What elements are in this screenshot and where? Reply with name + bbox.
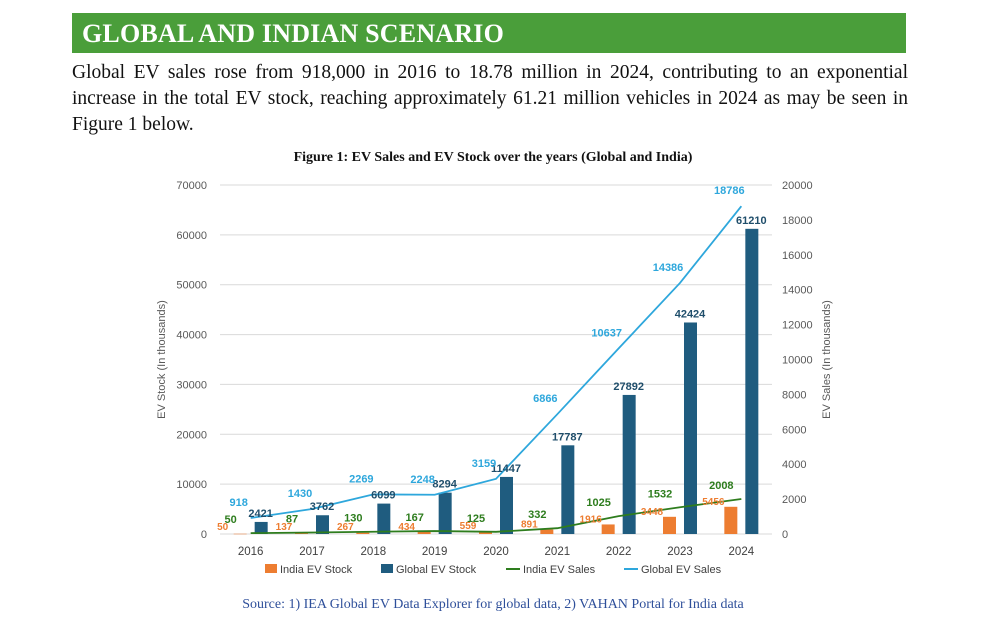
data-label-india-sales: 1025 xyxy=(586,497,610,509)
data-label-global-sales: 18786 xyxy=(714,185,745,197)
data-label-india-sales: 2008 xyxy=(709,480,733,492)
data-label-global-sales: 1430 xyxy=(288,488,312,500)
bar-global-stock xyxy=(561,445,575,534)
bar-india-stock xyxy=(233,533,247,535)
y2-tick-label: 14000 xyxy=(782,285,813,297)
legend-label: India EV Sales xyxy=(523,564,596,576)
data-label-global-stock: 17787 xyxy=(552,431,583,443)
bar-global-stock xyxy=(622,394,636,534)
bar-global-stock xyxy=(316,515,329,534)
x-tick-label: 2017 xyxy=(299,546,325,558)
y-axis-label: EV Stock (In thousands) xyxy=(156,300,168,419)
data-label-india-stock: 50 xyxy=(217,522,229,533)
data-label-global-stock: 2421 xyxy=(248,508,272,520)
bar-india-stock xyxy=(356,532,370,534)
x-tick-label: 2019 xyxy=(422,546,448,558)
bar-global-stock xyxy=(745,228,759,534)
data-label-global-stock: 3762 xyxy=(310,501,334,513)
y2-tick-label: 16000 xyxy=(782,250,813,262)
data-label-global-stock: 27892 xyxy=(613,381,644,393)
bar-india-stock xyxy=(724,506,738,534)
legend-label: India EV Stock xyxy=(280,564,353,576)
bar-india-stock xyxy=(417,531,431,534)
bar-india-stock xyxy=(601,524,615,534)
y-tick-label: 20000 xyxy=(176,429,207,441)
y2-tick-label: 20000 xyxy=(782,180,813,192)
data-label-india-sales: 87 xyxy=(286,513,298,525)
data-label-global-stock: 61210 xyxy=(736,215,767,227)
x-tick-label: 2018 xyxy=(361,546,387,558)
y-tick-label: 0 xyxy=(201,529,207,541)
x-tick-label: 2020 xyxy=(483,546,509,558)
figure-title: Figure 1: EV Sales and EV Stock over the… xyxy=(293,150,693,165)
data-label-india-sales: 50 xyxy=(225,514,237,526)
legend-swatch xyxy=(381,564,393,573)
data-label-global-stock: 8294 xyxy=(432,479,457,491)
y2-tick-label: 18000 xyxy=(782,215,813,227)
line-india-sales xyxy=(250,498,742,535)
bar-india-stock xyxy=(479,531,492,534)
data-label-india-stock: 137 xyxy=(276,522,293,533)
data-label-india-stock: 3448 xyxy=(641,507,664,518)
line-global-sales xyxy=(250,205,743,519)
y2-tick-label: 8000 xyxy=(782,389,806,401)
x-tick-label: 2023 xyxy=(667,546,693,558)
y-tick-label: 10000 xyxy=(176,479,207,491)
data-label-india-stock: 891 xyxy=(521,520,538,531)
y-tick-label: 70000 xyxy=(176,180,207,192)
y-tick-label: 30000 xyxy=(176,379,207,391)
y2-tick-label: 10000 xyxy=(782,355,813,367)
y-tick-label: 40000 xyxy=(176,330,207,342)
y2-tick-label: 2000 xyxy=(782,494,806,506)
y2-tick-label: 0 xyxy=(782,529,788,541)
y2-tick-label: 4000 xyxy=(782,459,806,471)
bar-global-stock xyxy=(684,322,697,534)
data-label-global-sales: 10637 xyxy=(591,327,622,339)
data-label-global-sales: 14386 xyxy=(653,262,684,274)
bar-global-stock xyxy=(438,492,452,534)
data-label-india-sales: 332 xyxy=(528,509,546,521)
data-label-global-sales: 918 xyxy=(229,497,247,509)
y2-tick-label: 6000 xyxy=(782,424,806,436)
bar-global-stock xyxy=(254,521,268,534)
data-label-india-sales: 1532 xyxy=(648,488,672,500)
bar-india-stock xyxy=(540,529,554,534)
data-label-global-sales: 3159 xyxy=(472,458,496,470)
data-label-global-stock: 11447 xyxy=(491,463,521,475)
data-label-india-stock: 1916 xyxy=(580,514,603,525)
section-banner: GLOBAL AND INDIAN SCENARIO xyxy=(72,13,906,53)
x-tick-label: 2016 xyxy=(238,546,264,558)
data-label-india-stock: 559 xyxy=(460,521,477,532)
x-tick-label: 2021 xyxy=(545,546,571,558)
bar-india-stock xyxy=(663,516,676,534)
data-label-india-stock: 267 xyxy=(337,522,354,533)
x-tick-label: 2022 xyxy=(606,546,632,558)
data-label-global-sales: 2269 xyxy=(349,473,373,485)
y-tick-label: 60000 xyxy=(176,230,207,242)
y2-tick-label: 12000 xyxy=(782,320,813,332)
data-label-global-sales: 6866 xyxy=(533,393,557,405)
data-label-india-sales: 125 xyxy=(467,513,485,525)
data-label-india-sales: 130 xyxy=(344,513,362,525)
data-label-global-stock: 42424 xyxy=(675,308,706,320)
data-label-india-stock: 5456 xyxy=(702,497,725,508)
bar-india-stock xyxy=(295,533,308,534)
data-label-india-sales: 167 xyxy=(405,512,423,524)
legend-label: Global EV Stock xyxy=(396,564,477,576)
bar-global-stock xyxy=(377,503,391,534)
section-title: GLOBAL AND INDIAN SCENARIO xyxy=(82,19,504,48)
data-label-global-stock: 6099 xyxy=(371,490,395,502)
legend-swatch xyxy=(265,564,277,573)
figure-source: Source: 1) IEA Global EV Data Explorer f… xyxy=(242,597,744,612)
y2-axis-label: EV Sales (In thousands) xyxy=(821,300,833,419)
y-tick-label: 50000 xyxy=(176,280,207,292)
data-label-india-stock: 434 xyxy=(398,522,415,533)
intro-paragraph: Global EV sales rose from 918,000 in 201… xyxy=(72,62,908,135)
legend-label: Global EV Sales xyxy=(641,564,722,576)
data-label-global-sales: 2248 xyxy=(410,474,434,486)
x-tick-label: 2024 xyxy=(729,546,755,558)
bar-global-stock xyxy=(500,476,513,534)
